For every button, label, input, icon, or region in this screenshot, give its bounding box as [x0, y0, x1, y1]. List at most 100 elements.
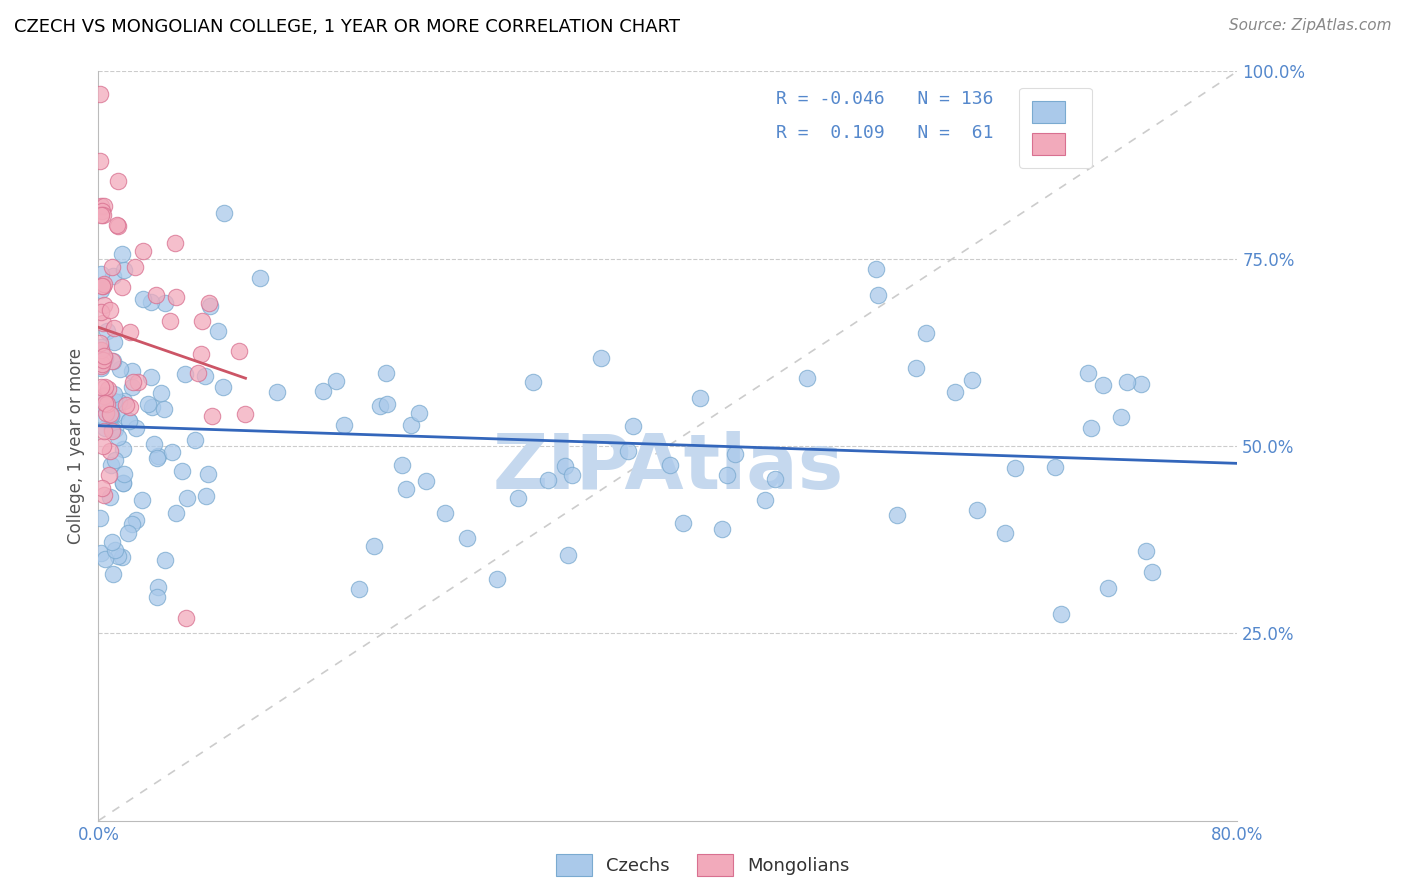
Point: [101, 422, 124, 436]
Point: [145, 288, 167, 302]
Point: [153, 296, 176, 310]
Point: [125, 513, 148, 527]
Point: [228, 344, 250, 359]
Point: [659, 458, 682, 472]
Point: [368, 399, 391, 413]
Point: [165, 507, 187, 521]
Point: [170, 465, 193, 479]
Point: [103, 394, 125, 409]
Point: [93, 425, 115, 439]
Point: [408, 406, 430, 420]
Point: [325, 374, 347, 388]
Point: [111, 442, 134, 456]
Point: [131, 492, 153, 507]
Point: [139, 294, 162, 309]
Point: [375, 366, 398, 380]
Point: [197, 467, 219, 481]
Point: [1109, 410, 1132, 425]
Point: [143, 436, 166, 450]
Point: [122, 376, 145, 390]
Point: [173, 367, 195, 381]
Point: [90, 305, 112, 319]
Point: [90, 343, 112, 357]
Point: [904, 360, 927, 375]
Point: [110, 362, 132, 376]
Point: [120, 400, 142, 414]
Point: [94, 421, 117, 435]
Point: [522, 375, 544, 389]
Point: [763, 472, 786, 486]
Point: [90, 361, 112, 376]
Point: [121, 517, 143, 532]
Point: [117, 526, 139, 541]
Point: [91, 279, 114, 293]
Point: [90, 208, 112, 222]
Point: [866, 288, 889, 302]
Point: [97, 382, 120, 396]
Point: [235, 407, 257, 421]
Point: [90, 199, 112, 213]
Point: [90, 341, 112, 355]
Point: [207, 324, 229, 338]
Point: [125, 421, 148, 435]
Point: [90, 278, 112, 293]
Point: [111, 247, 134, 261]
Point: [153, 552, 176, 566]
Point: [190, 314, 212, 328]
Point: [91, 357, 114, 371]
Point: [93, 298, 115, 312]
Text: CZECH VS MONGOLIAN COLLEGE, 1 YEAR OR MORE CORRELATION CHART: CZECH VS MONGOLIAN COLLEGE, 1 YEAR OR MO…: [14, 18, 681, 36]
Point: [94, 551, 117, 566]
Point: [1091, 378, 1114, 392]
Point: [150, 386, 173, 401]
Point: [198, 295, 221, 310]
Point: [1140, 565, 1163, 579]
Point: [90, 359, 112, 374]
Point: [98, 443, 121, 458]
Point: [107, 549, 129, 563]
Point: [146, 590, 169, 604]
Point: [165, 290, 187, 304]
Point: [90, 283, 112, 297]
Point: [105, 406, 128, 420]
Point: [146, 450, 169, 464]
Y-axis label: College, 1 year or more: College, 1 year or more: [66, 348, 84, 544]
Point: [91, 353, 114, 368]
Point: [117, 414, 139, 428]
Point: [112, 467, 135, 481]
Point: [96, 396, 118, 410]
Point: [591, 351, 613, 366]
Point: [796, 370, 818, 384]
Legend: Czechs, Mongolians: Czechs, Mongolians: [547, 846, 859, 885]
Point: [105, 218, 128, 232]
Point: [93, 351, 115, 366]
Point: [537, 474, 560, 488]
Point: [249, 270, 271, 285]
Point: [90, 267, 112, 281]
Point: [886, 508, 908, 523]
Point: [194, 490, 217, 504]
Point: [89, 87, 111, 101]
Point: [1129, 377, 1152, 392]
Point: [91, 357, 114, 371]
Point: [103, 269, 125, 284]
Point: [395, 482, 418, 496]
Point: [93, 410, 115, 425]
Point: [120, 325, 142, 339]
Point: [121, 380, 143, 394]
Point: [1077, 366, 1099, 380]
Point: [1097, 581, 1119, 595]
Point: [1115, 375, 1137, 389]
Point: [141, 369, 163, 384]
Point: [131, 292, 153, 306]
Point: [100, 425, 122, 439]
Point: [994, 525, 1017, 540]
Point: [94, 396, 117, 410]
Point: [90, 482, 112, 496]
Legend: , : ,: [1019, 88, 1091, 168]
Point: [165, 235, 187, 250]
Point: [107, 430, 129, 444]
Point: [186, 366, 208, 380]
Point: [103, 334, 125, 349]
Point: [159, 314, 181, 328]
